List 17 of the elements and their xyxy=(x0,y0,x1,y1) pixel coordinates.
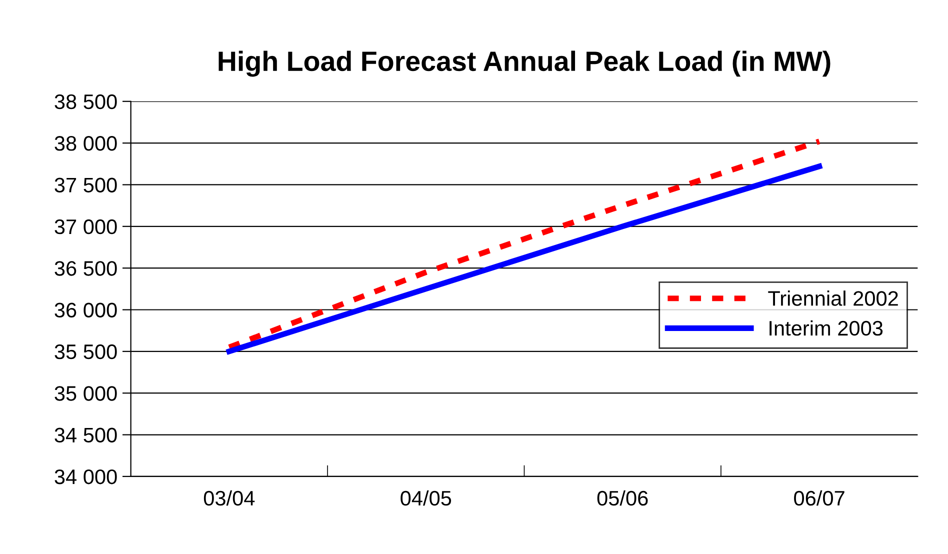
y-tick-label: 37 000 xyxy=(54,219,117,234)
y-tick-label: 37 500 xyxy=(54,178,117,192)
y-tick-label: 38 500 xyxy=(54,94,117,110)
x-tick-label: 03/04 xyxy=(204,490,255,506)
y-tick-label: 36 000 xyxy=(54,302,117,318)
y-tick-label: 34 000 xyxy=(54,469,117,484)
x-tick-label: 04/05 xyxy=(400,490,452,506)
y-tick-label: 35 500 xyxy=(54,344,117,360)
legend-label: Triennial 2002 xyxy=(768,290,898,306)
y-tick-label: 35 000 xyxy=(54,386,117,401)
y-tick-label: 38 000 xyxy=(54,136,117,151)
y-tick-label: 36 500 xyxy=(54,261,117,276)
legend-label: Interim 2003 xyxy=(770,320,883,336)
y-tick-label: 34 500 xyxy=(54,428,117,443)
x-tick-label: 06/07 xyxy=(794,490,844,506)
x-tick-label: 05/06 xyxy=(597,490,648,506)
chart-title: High Load Forecast Annual Peak Load (in MW) xyxy=(218,50,830,77)
